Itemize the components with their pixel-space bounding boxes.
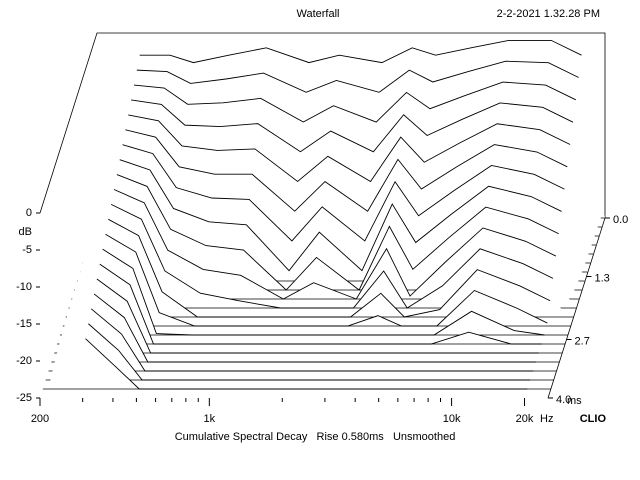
x-axis-label: Hz (540, 413, 553, 425)
z-tick-label: 1.3 (594, 272, 609, 284)
slice-line (90, 308, 534, 372)
slice-line (96, 278, 539, 354)
slice-line (125, 129, 568, 212)
x-tick-label: 20k (516, 413, 534, 425)
timestamp: 2-2-2021 1.32.28 PM (497, 8, 600, 20)
slice-fill (71, 189, 580, 299)
slice-fill (42, 338, 551, 389)
slice-line (105, 233, 548, 327)
slice-line (108, 218, 551, 318)
caption: Cumulative Spectral Decay Rise 0.580ms U… (175, 431, 456, 443)
slice-line (119, 159, 562, 272)
slice-line (113, 189, 557, 300)
chart-title: Waterfall (297, 8, 340, 20)
x-tick-label: 200 (31, 413, 49, 425)
slice-line (88, 323, 531, 381)
brand: CLIO (580, 413, 607, 425)
slice-line (116, 174, 559, 291)
z-axis-label: ms (567, 395, 582, 407)
slice-line (131, 99, 574, 153)
slice-line (99, 263, 542, 345)
slice-line (128, 114, 571, 183)
slice-fill (68, 204, 577, 308)
x-tick-label: 10k (443, 413, 461, 425)
z-tick-label: 4.0 (556, 394, 571, 406)
slice-line (85, 338, 528, 390)
slice-line (102, 248, 545, 336)
slice-line (110, 203, 554, 309)
frame (39, 32, 606, 399)
y-tick-label: -25 (16, 392, 32, 404)
slice-line (133, 81, 577, 123)
z-tick-label: 0.0 (613, 214, 628, 226)
y-tick-label: -10 (16, 281, 32, 293)
y-tick-label: 0 (26, 207, 32, 219)
slice-line (136, 60, 579, 93)
y-tick-label: -5 (22, 244, 32, 256)
y-tick-label: -20 (16, 355, 32, 367)
y-tick-label: -15 (16, 318, 32, 330)
slice-line (139, 39, 582, 64)
slice-line (93, 293, 536, 363)
y-axis-label: dB (19, 226, 32, 238)
z-tick-label: 2.7 (575, 335, 590, 347)
slice-line (122, 144, 565, 242)
x-tick-label: 1k (204, 413, 216, 425)
